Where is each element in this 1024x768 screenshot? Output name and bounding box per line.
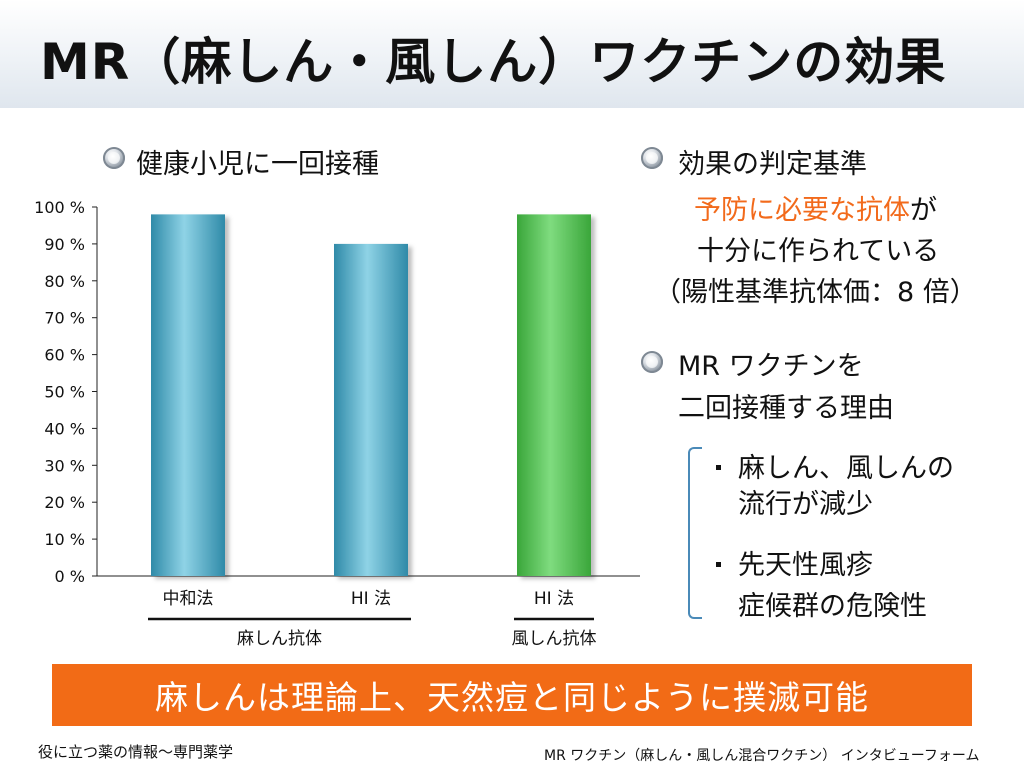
criteria-heading: 効果の判定基準 <box>678 149 867 180</box>
criteria-highlight: 予防に必要な抗体 <box>694 195 910 226</box>
footer-right: MR ワクチン（麻しん・風しん混合ワクチン） インタビューフォーム <box>544 748 980 764</box>
bar-chart: 100 % 90 % 80 % 70 % 60 % 50 % 40 % 30 % 20 % 10 … <box>34 198 640 649</box>
conclusion-banner: 麻しんは理論上、天然痘と同じように撲滅可能 <box>52 664 972 726</box>
page-title: MR（麻しん・風しん）ワクチンの効果 <box>40 33 947 91</box>
bar <box>334 243 408 576</box>
bar <box>517 214 591 576</box>
y-tick-label: 10 % <box>44 530 85 549</box>
y-tick-label: 90 % <box>44 235 85 254</box>
x-tick-label: HI 法 <box>534 589 574 609</box>
y-tick-label: 0 % <box>55 567 85 586</box>
reason-item-2-line1: 先天性風疹 <box>738 550 873 581</box>
x-tick-label: 中和法 <box>163 589 214 609</box>
group-label: 風しん抗体 <box>512 629 597 649</box>
bullet-ball-icon <box>641 351 663 373</box>
bracket-decoration <box>688 447 702 619</box>
y-tick-label: 100 % <box>34 198 85 217</box>
bullet-ball-icon <box>103 147 125 169</box>
y-tick-label: 50 % <box>44 383 85 402</box>
group-label: 麻しん抗体 <box>237 629 322 649</box>
list-bullet-icon <box>716 562 721 567</box>
criteria-line1: 予防に必要な抗体が <box>694 188 937 227</box>
x-tick-label: HI 法 <box>351 589 391 609</box>
reason-heading-line2: 二回接種する理由 <box>678 393 894 424</box>
bar <box>151 214 225 576</box>
reason-item-1-line1: 麻しん、風しんの <box>738 453 954 484</box>
y-tick-label: 60 % <box>44 346 85 365</box>
reason-item-1-line2: 流行が減少 <box>738 489 873 520</box>
footer-left: 役に立つ薬の情報～専門薬学 <box>38 743 234 761</box>
y-tick-label: 80 % <box>44 272 85 291</box>
chart-heading: 健康小児に一回接種 <box>136 149 379 180</box>
bullet-ball-icon <box>641 147 663 169</box>
y-tick-label: 40 % <box>44 419 85 438</box>
reason-item-2-line2: 症候群の危険性 <box>738 591 927 622</box>
criteria-line2: 十分に作られている <box>697 236 940 267</box>
title-band <box>0 0 1024 108</box>
y-tick-label: 20 % <box>44 493 85 512</box>
reason-heading-line1: MR ワクチンを <box>678 351 864 382</box>
y-tick-label: 30 % <box>44 456 85 475</box>
criteria-line3: （陽性基準抗体価：8 倍） <box>654 277 977 308</box>
criteria-line1-rest: が <box>910 195 937 226</box>
list-bullet-icon <box>716 465 721 470</box>
y-tick-label: 70 % <box>44 309 85 328</box>
